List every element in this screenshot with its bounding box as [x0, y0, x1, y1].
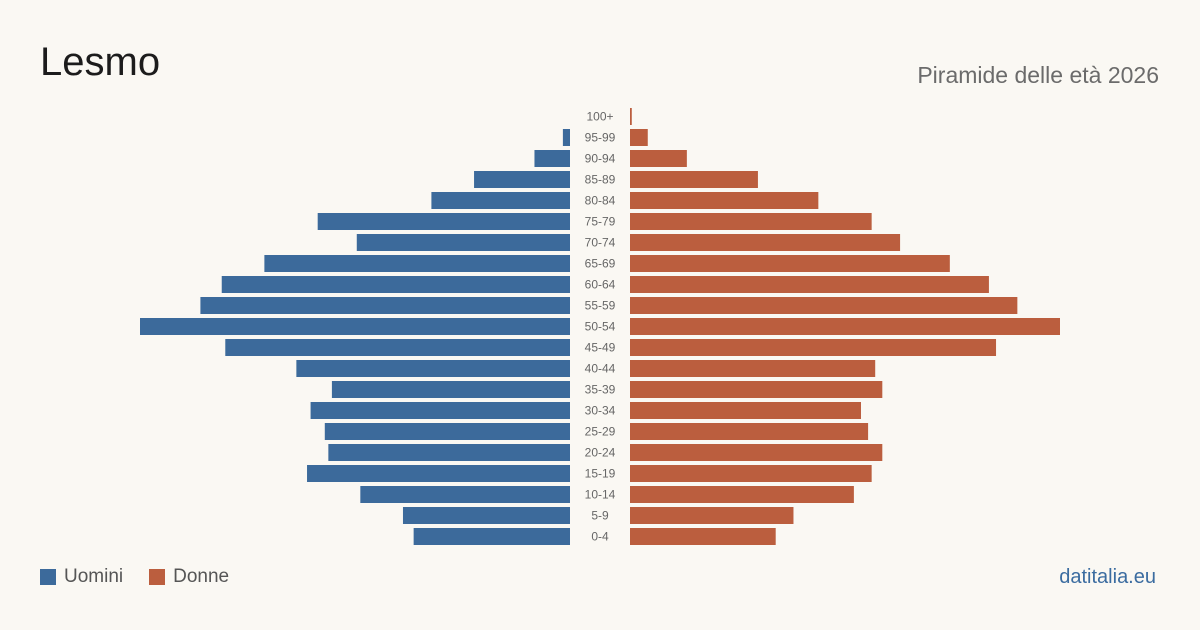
bar-women-65-69 — [630, 255, 950, 272]
bar-women-45-49 — [630, 339, 997, 356]
age-label-90-94: 90-94 — [585, 152, 616, 166]
bar-men-60-64 — [221, 276, 570, 293]
bar-men-20-24 — [328, 444, 570, 461]
age-label-20-24: 20-24 — [585, 446, 616, 460]
bar-women-35-39 — [630, 381, 883, 398]
legend: Uomini Donne — [40, 566, 255, 588]
bar-women-95-99 — [630, 129, 648, 146]
bar-men-80-84 — [431, 192, 570, 209]
age-label-15-19: 15-19 — [585, 467, 616, 481]
age-label-5-9: 5-9 — [591, 509, 609, 523]
bar-women-0-4 — [630, 528, 776, 545]
bar-women-50-54 — [630, 318, 1060, 335]
bar-women-70-74 — [630, 234, 901, 251]
bar-women-30-34 — [630, 402, 861, 419]
bar-women-75-79 — [630, 213, 872, 230]
legend-label-women: Donne — [173, 566, 230, 587]
bar-women-100+ — [630, 108, 632, 125]
bar-women-25-29 — [630, 423, 869, 440]
bar-men-25-29 — [324, 423, 570, 440]
bar-men-30-34 — [310, 402, 570, 419]
age-label-55-59: 55-59 — [585, 299, 616, 313]
brand-link[interactable]: datitalia.eu — [1059, 566, 1156, 588]
bar-men-70-74 — [356, 234, 570, 251]
age-label-25-29: 25-29 — [585, 425, 616, 439]
bar-women-55-59 — [630, 297, 1018, 314]
age-label-50-54: 50-54 — [585, 320, 616, 334]
bar-women-85-89 — [630, 171, 758, 188]
age-label-85-89: 85-89 — [585, 173, 616, 187]
bar-women-40-44 — [630, 360, 876, 377]
age-label-40-44: 40-44 — [585, 362, 616, 376]
legend-swatch-women — [149, 569, 166, 585]
bar-men-5-9 — [402, 507, 570, 524]
bar-men-75-79 — [317, 213, 570, 230]
bar-men-55-59 — [200, 297, 571, 314]
bar-women-15-19 — [630, 465, 872, 482]
bar-men-90-94 — [534, 150, 570, 167]
legend-swatch-men — [40, 569, 56, 585]
bar-men-95-99 — [562, 129, 570, 146]
bar-men-0-4 — [413, 528, 570, 545]
bar-men-40-44 — [296, 360, 570, 377]
age-label-30-34: 30-34 — [585, 404, 616, 418]
bar-men-45-49 — [225, 339, 571, 356]
bar-men-35-39 — [331, 381, 570, 398]
age-label-100+: 100+ — [586, 110, 613, 124]
bar-men-15-19 — [307, 465, 570, 482]
age-label-60-64: 60-64 — [585, 278, 616, 292]
bar-women-10-14 — [630, 486, 854, 503]
age-label-75-79: 75-79 — [585, 215, 616, 229]
age-label-65-69: 65-69 — [585, 257, 616, 271]
bar-men-10-14 — [360, 486, 570, 503]
age-label-45-49: 45-49 — [585, 341, 616, 355]
age-label-0-4: 0-4 — [591, 530, 609, 544]
legend-item-men: Uomini — [40, 566, 123, 588]
legend-label-men: Uomini — [64, 566, 124, 587]
chart-title: Lesmo — [40, 40, 161, 84]
age-label-35-39: 35-39 — [585, 383, 616, 397]
chart-subtitle: Piramide delle età 2026 — [917, 62, 1159, 88]
bar-women-90-94 — [630, 150, 687, 167]
bar-men-65-69 — [264, 255, 570, 272]
bar-women-80-84 — [630, 192, 819, 209]
bar-women-5-9 — [630, 507, 794, 524]
age-label-10-14: 10-14 — [585, 488, 616, 502]
legend-item-women: Donne — [149, 566, 229, 588]
bar-men-50-54 — [140, 318, 570, 335]
age-label-95-99: 95-99 — [585, 131, 616, 145]
bar-women-60-64 — [630, 276, 989, 293]
bar-men-85-89 — [474, 171, 570, 188]
bar-women-20-24 — [630, 444, 883, 461]
age-label-70-74: 70-74 — [585, 236, 616, 250]
age-label-80-84: 80-84 — [585, 194, 616, 208]
